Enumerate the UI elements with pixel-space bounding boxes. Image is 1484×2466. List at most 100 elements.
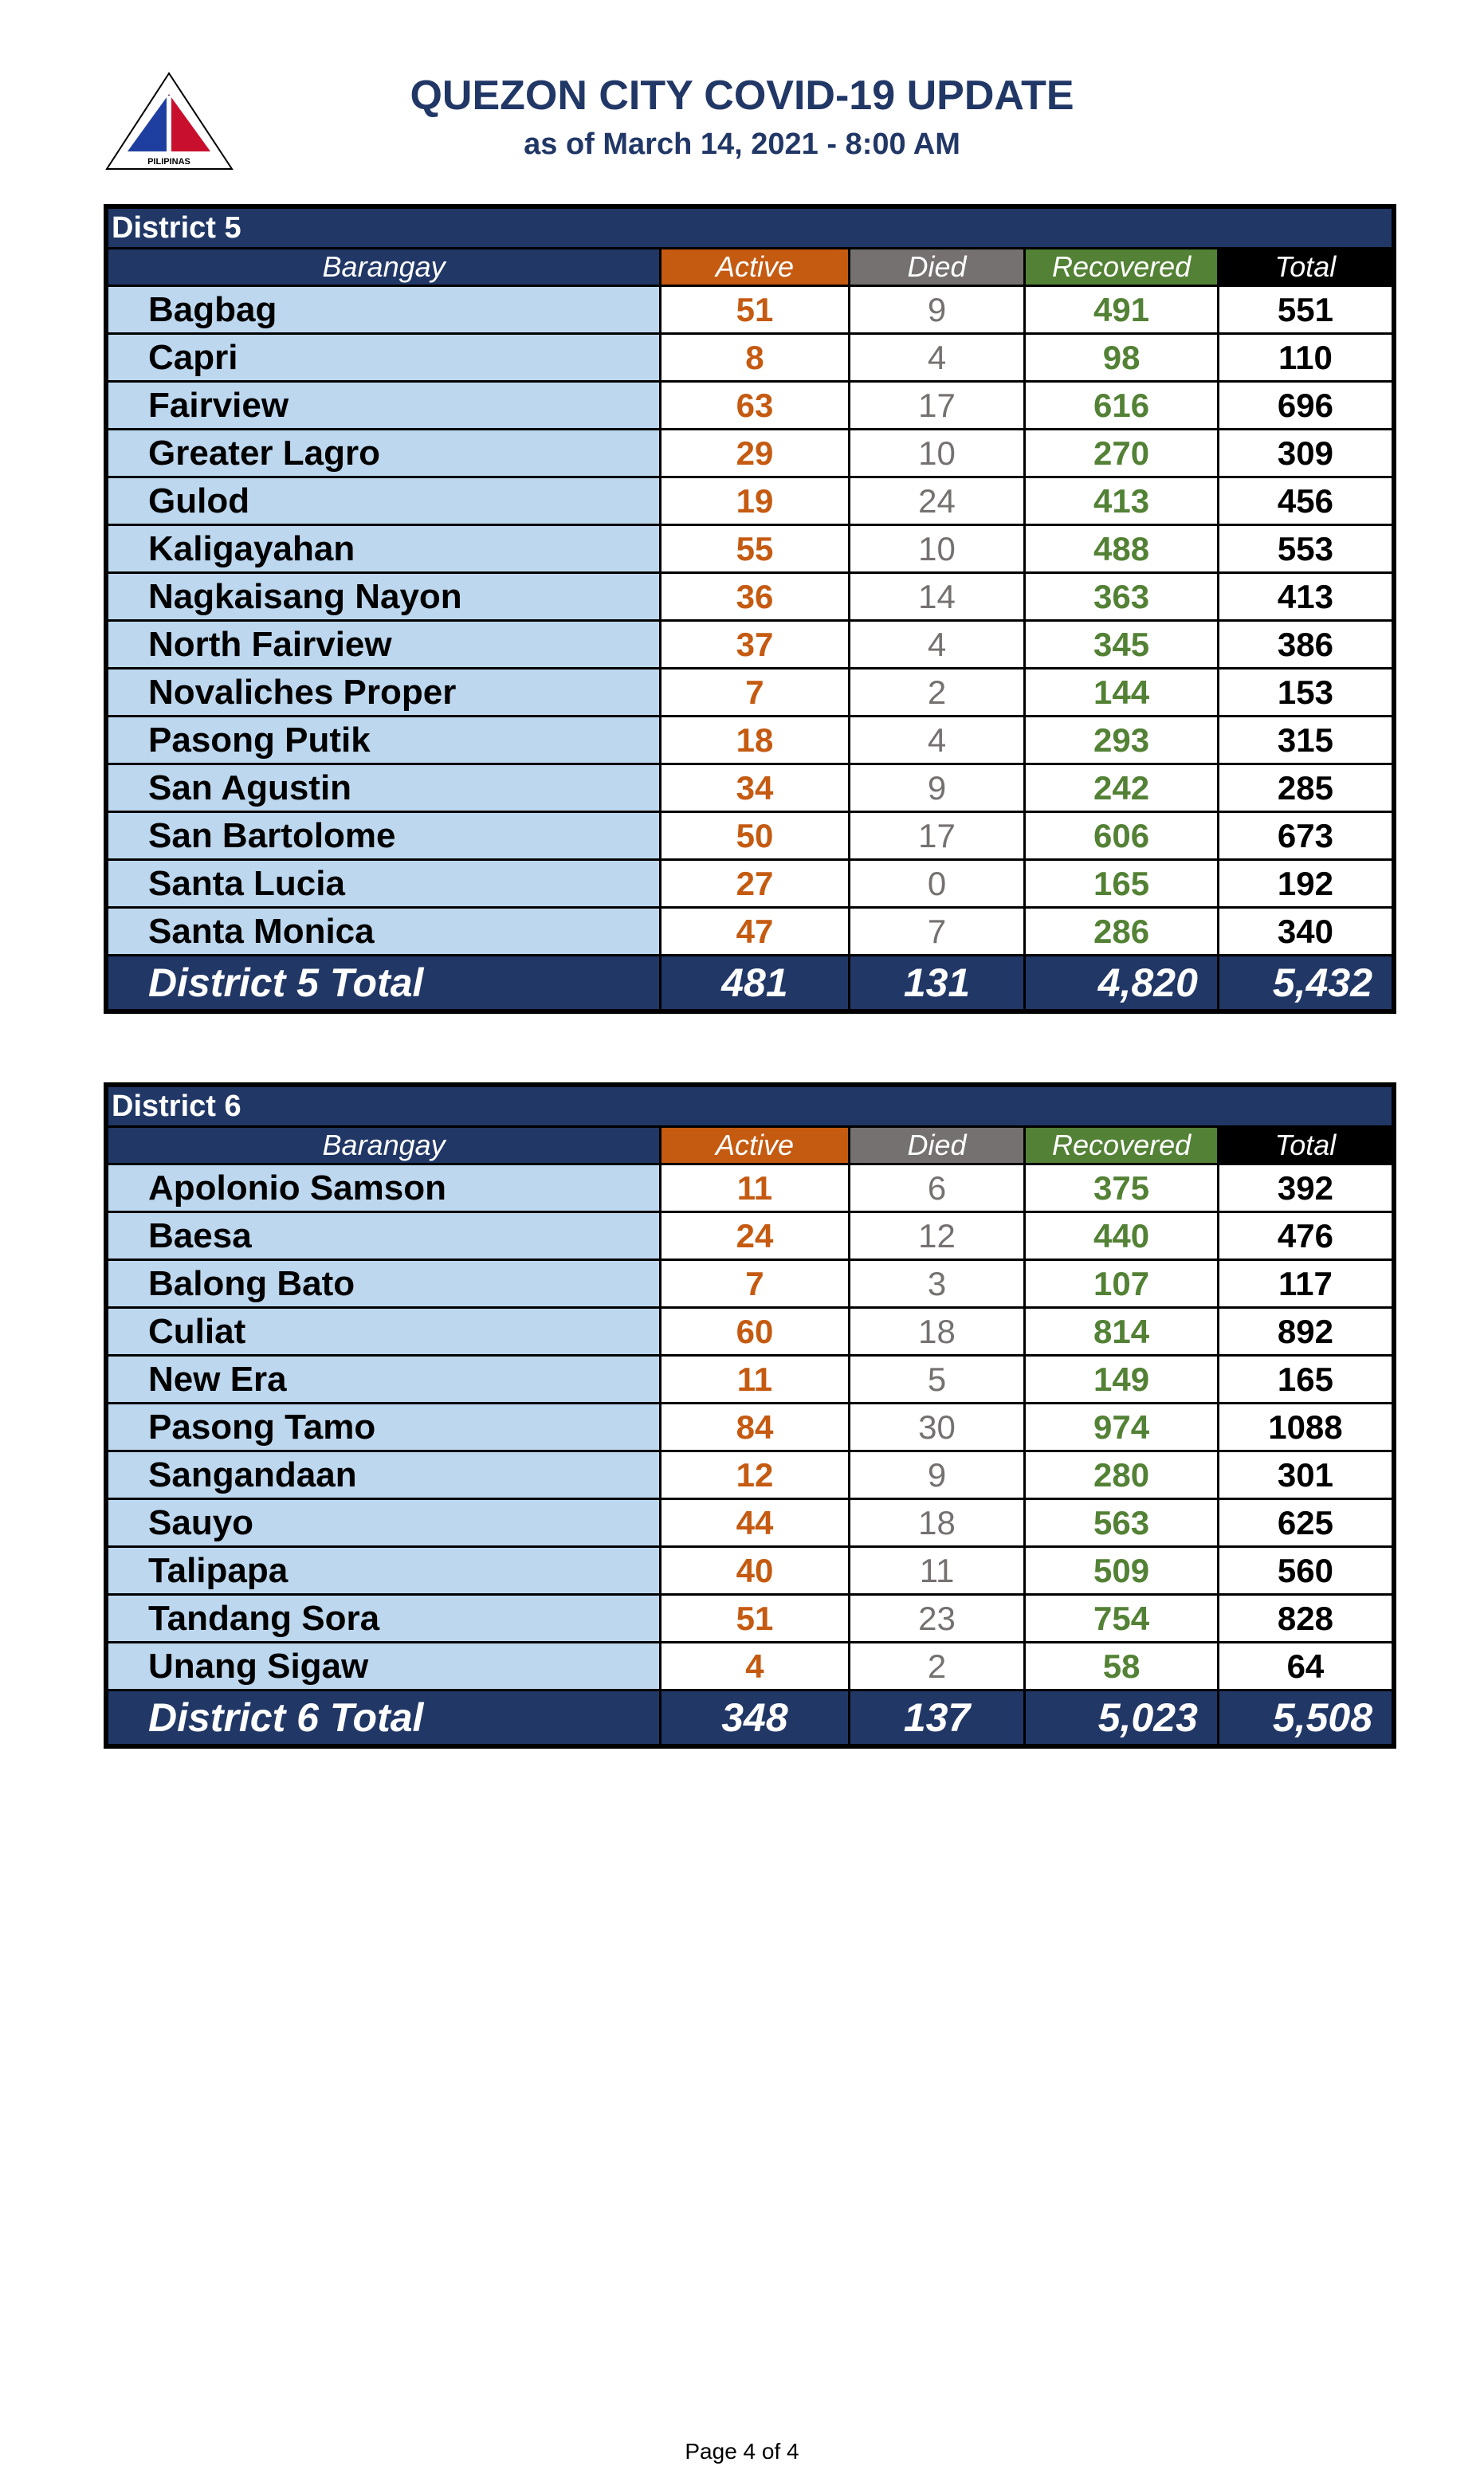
cell-recovered: 98 [1023, 332, 1219, 383]
cell-active: 55 [659, 524, 850, 574]
cell-died: 18 [847, 1306, 1027, 1357]
cell-died: 17 [847, 811, 1027, 861]
cell-died: 2 [847, 1641, 1027, 1691]
cell-active: 37 [659, 619, 850, 670]
district-total-row: District 5 Total 481 131 4,820 5,432 [104, 954, 1396, 1013]
cell-recovered: 488 [1023, 524, 1219, 574]
cell-barangay: Kaligayahan [104, 524, 662, 574]
table-row: Balong Bato 7 3 107 117 [104, 1259, 1396, 1309]
cell-total: 386 [1216, 619, 1396, 670]
table-row: North Fairview 37 4 345 386 [104, 619, 1396, 670]
cell-barangay: Talipapa [104, 1545, 662, 1596]
table-row: Talipapa 40 11 509 560 [104, 1545, 1396, 1596]
district-name: District 6 [104, 1083, 1396, 1128]
cell-recovered: 375 [1023, 1163, 1219, 1213]
table-row: Santa Lucia 27 0 165 192 [104, 858, 1396, 909]
cell-died: 12 [847, 1211, 1027, 1261]
table-row: Apolonio Samson 11 6 375 392 [104, 1163, 1396, 1213]
table-row: Baesa 24 12 440 476 [104, 1211, 1396, 1261]
district-header: District 6 [104, 1083, 1396, 1128]
cell-died: 18 [847, 1498, 1027, 1548]
cell-total: 315 [1216, 715, 1396, 765]
cell-died: 9 [847, 1450, 1027, 1500]
column-header-active: Active [659, 247, 850, 287]
cell-active: 11 [659, 1354, 850, 1404]
cell-died: 30 [847, 1402, 1027, 1452]
cell-total: 309 [1216, 428, 1396, 478]
district-header: District 5 [104, 205, 1396, 249]
cell-total: 192 [1216, 858, 1396, 909]
cell-active: 63 [659, 380, 850, 430]
cell-active: 12 [659, 1450, 850, 1500]
cell-barangay: Greater Lagro [104, 428, 662, 478]
cell-total: 340 [1216, 906, 1396, 956]
cell-barangay: Balong Bato [104, 1259, 662, 1309]
cell-died: 10 [847, 428, 1027, 478]
cell-barangay: Culiat [104, 1306, 662, 1357]
cell-total: 110 [1216, 332, 1396, 383]
table-row: Novaliches Proper 7 2 144 153 [104, 667, 1396, 717]
cell-barangay: Pasong Putik [104, 715, 662, 765]
table-row: Bagbag 51 9 491 551 [104, 285, 1396, 335]
cell-died: 10 [847, 524, 1027, 574]
cell-died: 23 [847, 1593, 1027, 1643]
cell-total: 165 [1216, 1354, 1396, 1404]
column-header-total: Total [1216, 1125, 1396, 1165]
column-header-died: Died [847, 247, 1027, 287]
cell-recovered: 563 [1023, 1498, 1219, 1548]
cell-barangay: Baesa [104, 1211, 662, 1261]
cell-total: 625 [1216, 1498, 1396, 1548]
cell-recovered: 293 [1023, 715, 1219, 765]
cell-active: 50 [659, 811, 850, 861]
cell-recovered: 58 [1023, 1641, 1219, 1691]
cell-recovered: 440 [1023, 1211, 1219, 1261]
cell-barangay: Pasong Tamo [104, 1402, 662, 1452]
cell-active: 11 [659, 1163, 850, 1213]
cell-total: 560 [1216, 1545, 1396, 1596]
table-row: Unang Sigaw 4 2 58 64 [104, 1641, 1396, 1691]
table-row: Sangandaan 12 9 280 301 [104, 1450, 1396, 1500]
cell-died: 3 [847, 1259, 1027, 1309]
total-barangay: District 6 Total [104, 1689, 662, 1748]
column-header-total: Total [1216, 247, 1396, 287]
cell-active: 18 [659, 715, 850, 765]
cell-total: 828 [1216, 1593, 1396, 1643]
cell-barangay: Fairview [104, 380, 662, 430]
cell-active: 51 [659, 285, 850, 335]
table-row: San Agustin 34 9 242 285 [104, 763, 1396, 813]
cell-barangay: Sauyo [104, 1498, 662, 1548]
table-row: Gulod 19 24 413 456 [104, 476, 1396, 526]
total-recovered: 5,023 [1023, 1689, 1219, 1748]
total-active: 348 [659, 1689, 850, 1748]
cell-total: 285 [1216, 763, 1396, 813]
cell-barangay: Novaliches Proper [104, 667, 662, 717]
cell-recovered: 345 [1023, 619, 1219, 670]
cell-recovered: 606 [1023, 811, 1219, 861]
cell-barangay: Nagkaisang Nayon [104, 571, 662, 622]
district-6-table: District 6 Barangay Active Died Recovered Tot… [104, 1082, 1396, 1749]
cell-died: 11 [847, 1545, 1027, 1596]
cell-recovered: 491 [1023, 285, 1219, 335]
total-total: 5,432 [1216, 954, 1396, 1013]
cell-recovered: 242 [1023, 763, 1219, 813]
column-header-died: Died [847, 1125, 1027, 1165]
table-row: Sauyo 44 18 563 625 [104, 1498, 1396, 1548]
cell-barangay: San Agustin [104, 763, 662, 813]
cell-barangay: Sangandaan [104, 1450, 662, 1500]
cell-died: 0 [847, 858, 1027, 909]
svg-text:PILIPINAS: PILIPINAS [147, 157, 190, 167]
cell-active: 8 [659, 332, 850, 383]
table-row: Nagkaisang Nayon 36 14 363 413 [104, 571, 1396, 622]
table-row: Santa Monica 47 7 286 340 [104, 906, 1396, 956]
cell-recovered: 413 [1023, 476, 1219, 526]
cell-active: 24 [659, 1211, 850, 1261]
cell-died: 17 [847, 380, 1027, 430]
total-died: 137 [847, 1689, 1027, 1748]
cell-barangay: San Bartolome [104, 811, 662, 861]
cell-active: 51 [659, 1593, 850, 1643]
table-row: San Bartolome 50 17 606 673 [104, 811, 1396, 861]
cell-total: 117 [1216, 1259, 1396, 1309]
cell-died: 4 [847, 715, 1027, 765]
table-row: Fairview 63 17 616 696 [104, 380, 1396, 430]
cell-died: 9 [847, 763, 1027, 813]
